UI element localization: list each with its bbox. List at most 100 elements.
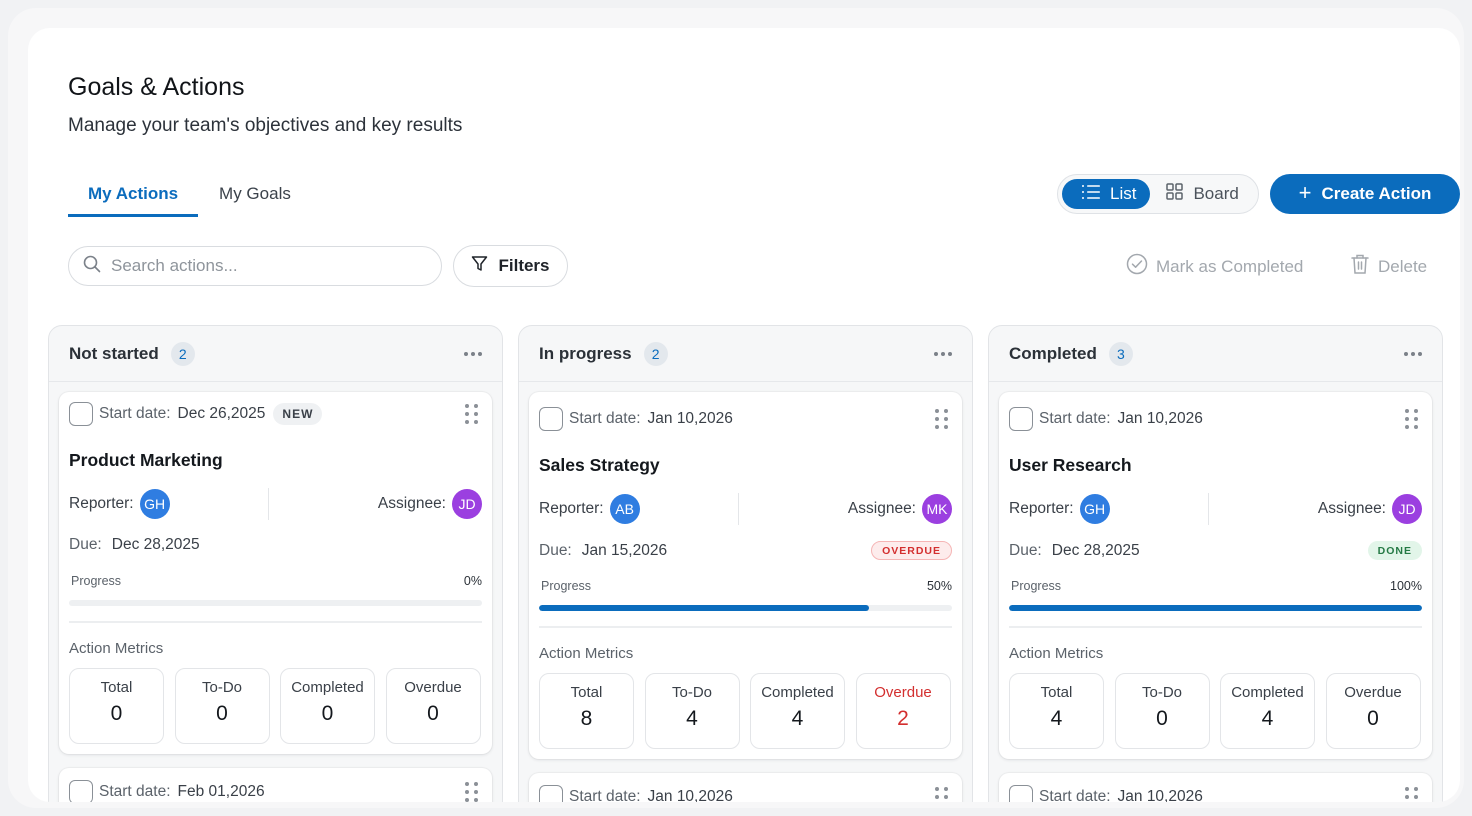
- reporter-label: Reporter:: [1009, 500, 1074, 517]
- due-row: Due: Jan 15,2026 OVERDUE: [539, 541, 952, 560]
- more-options-icon[interactable]: [934, 351, 952, 356]
- column-count-badge: 2: [170, 341, 195, 366]
- new-badge: NEW: [273, 403, 323, 425]
- drag-handle-icon[interactable]: [935, 409, 952, 429]
- card-checkbox[interactable]: [69, 402, 93, 426]
- card-checkbox[interactable]: [539, 407, 563, 431]
- board-view-label: Board: [1193, 184, 1239, 203]
- drag-handle-icon[interactable]: [935, 787, 952, 802]
- more-options-icon[interactable]: [464, 351, 482, 356]
- drag-handle-icon[interactable]: [465, 782, 482, 802]
- avatar[interactable]: JD: [452, 489, 482, 519]
- card-checkbox[interactable]: [1009, 407, 1033, 431]
- tab-my-actions[interactable]: My Actions: [68, 178, 199, 217]
- progress-percent: 50%: [926, 579, 952, 593]
- progress-fill: [539, 605, 870, 611]
- metric-total: Total 8: [539, 673, 634, 749]
- delete-label: Delete: [1378, 256, 1428, 276]
- people-row: Reporter: GH Assignee: JD: [1009, 493, 1422, 525]
- divider: [1009, 626, 1422, 628]
- page-subtitle: Manage your team's objectives and key re…: [68, 115, 463, 136]
- grid-icon: [1166, 183, 1184, 205]
- avatar[interactable]: AB: [609, 494, 640, 524]
- board-view-button[interactable]: Board: [1150, 179, 1254, 209]
- app-frame: Goals & Actions Manage your team's objec…: [8, 8, 1464, 808]
- trash-icon: [1350, 253, 1370, 280]
- avatar[interactable]: MK: [922, 494, 952, 524]
- filters-button[interactable]: Filters: [453, 245, 568, 287]
- drag-handle-icon[interactable]: [1405, 409, 1422, 429]
- overdue-badge: OVERDUE: [871, 541, 952, 560]
- action-card[interactable]: Start date: Dec 26,2025 NEW Product Mark…: [59, 392, 492, 754]
- action-card[interactable]: Start date: Jan 10,2026: [999, 773, 1432, 802]
- start-date-label: Start date:: [1039, 788, 1111, 802]
- start-date-value: Feb 01,2026: [177, 783, 265, 800]
- progress-percent: 0%: [463, 574, 482, 588]
- people-row: Reporter: GH Assignee: JD: [69, 488, 482, 520]
- start-date-label: Start date:: [99, 783, 171, 800]
- due-label: Due:: [539, 541, 572, 559]
- column-header: Completed 3: [989, 326, 1442, 382]
- main-panel: Goals & Actions Manage your team's objec…: [28, 28, 1460, 802]
- start-date-value: Jan 10,2026: [647, 788, 733, 802]
- reporter-label: Reporter:: [69, 495, 134, 512]
- card-title: User Research: [1009, 455, 1132, 475]
- column-completed: Completed 3 Start date: Jan 10,2026 User…: [988, 325, 1443, 802]
- drag-handle-icon[interactable]: [465, 404, 482, 424]
- due-date: Jan 15,2026: [581, 541, 668, 559]
- avatar[interactable]: JD: [1392, 494, 1422, 524]
- metric-total: Total 0: [69, 668, 164, 744]
- progress-label: Progress: [541, 579, 592, 593]
- action-card[interactable]: Start date: Jan 10,2026 Sales Strategy R…: [529, 392, 962, 759]
- search-input[interactable]: [111, 256, 411, 276]
- metric-overdue: Overdue 2: [855, 673, 951, 749]
- mark-completed-label: Mark as Completed: [1156, 256, 1304, 276]
- metric-todo: To-Do 4: [644, 673, 740, 749]
- delete-button[interactable]: Delete: [1350, 253, 1427, 280]
- action-card[interactable]: Start date: Feb 01,2026: [59, 768, 492, 802]
- avatar[interactable]: GH: [139, 489, 170, 519]
- action-card[interactable]: Start date: Jan 10,2026 User Research Re…: [999, 392, 1432, 759]
- action-card[interactable]: Start date: Jan 10,2026: [529, 773, 962, 802]
- progress-row: Progress 50%: [541, 579, 952, 593]
- start-date-value: Jan 10,2026: [647, 410, 733, 427]
- card-checkbox[interactable]: [539, 785, 563, 802]
- card-checkbox[interactable]: [69, 780, 93, 802]
- drag-handle-icon[interactable]: [1405, 787, 1422, 802]
- due-row: Due: Dec 28,2025 DONE: [1009, 541, 1422, 560]
- card-title: Sales Strategy: [539, 455, 660, 475]
- metric-todo: To-Do 0: [174, 668, 270, 744]
- column-not-started: Not started 2 Start date: Dec 26,2025 NE…: [48, 325, 503, 802]
- list-view-button[interactable]: List: [1062, 179, 1151, 209]
- metrics-grid: Total 8 To-Do 4 Completed 4 Overdue 2: [539, 673, 952, 749]
- mark-completed-button[interactable]: Mark as Completed: [1126, 253, 1303, 280]
- create-action-button[interactable]: + Create Action: [1270, 174, 1460, 214]
- start-date-label: Start date:: [99, 405, 171, 422]
- metric-overdue: Overdue 0: [1325, 673, 1421, 749]
- search-icon: [83, 255, 101, 278]
- column-in-progress: In progress 2 Start date: Jan 10,2026 Sa…: [518, 325, 973, 802]
- divider: [737, 493, 739, 525]
- progress-percent: 100%: [1390, 579, 1422, 593]
- reporter-label: Reporter:: [539, 500, 604, 517]
- due-label: Due:: [69, 536, 102, 553]
- assignee-label: Assignee:: [847, 500, 916, 517]
- more-options-icon[interactable]: [1404, 351, 1422, 356]
- avatar[interactable]: GH: [1079, 494, 1110, 524]
- card-checkbox[interactable]: [1009, 785, 1033, 802]
- column-count-badge: 3: [1108, 341, 1133, 366]
- divider: [539, 626, 952, 628]
- filters-label: Filters: [498, 256, 550, 275]
- progress-row: Progress 100%: [1011, 579, 1422, 593]
- tab-bar: My Actions My Goals: [68, 178, 312, 217]
- column-title: Not started: [69, 343, 159, 363]
- tab-my-goals[interactable]: My Goals: [219, 184, 291, 203]
- search-box: [68, 246, 442, 286]
- filter-icon: [471, 255, 488, 277]
- column-count-badge: 2: [643, 341, 668, 366]
- progress-label: Progress: [71, 574, 122, 588]
- due-row: Due: Dec 28,2025: [69, 536, 482, 554]
- divider: [69, 621, 482, 623]
- due-date: Dec 28,2025: [1051, 541, 1140, 559]
- people-row: Reporter: AB Assignee: MK: [539, 493, 952, 525]
